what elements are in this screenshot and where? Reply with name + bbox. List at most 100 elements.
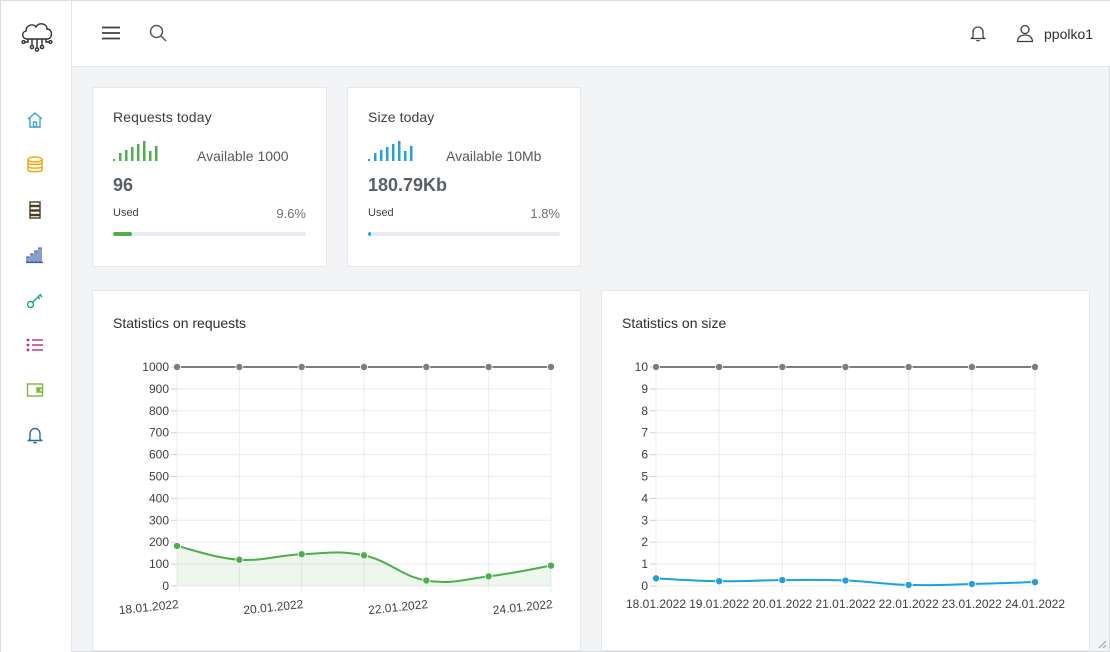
requests-chart-ytick-label: 600 [149, 448, 169, 462]
size-chart-series-0-point[interactable] [967, 363, 976, 372]
requests-chart-series-0-point[interactable] [235, 363, 244, 372]
size-chart-xtick-label: 22.01.2022 [879, 597, 939, 611]
requests-progress-bar [113, 232, 306, 236]
top-bar: ppolko1 [72, 1, 1110, 67]
requests-sparkline-icon [113, 141, 158, 161]
size-chart-xtick-label: 23.01.2022 [942, 597, 1002, 611]
size-chart-series-1-point[interactable] [904, 580, 913, 589]
requests-chart-series-1-point[interactable] [235, 555, 244, 564]
requests-chart-series-1-point[interactable] [173, 541, 182, 550]
requests-chart-series-1-point[interactable] [422, 576, 431, 585]
requests-chart-xtick-label: 22.01.2022 [367, 597, 429, 617]
size-chart-ytick-label: 9 [641, 382, 648, 396]
sidebar [1, 1, 72, 652]
requests-chart-series-0-point[interactable] [422, 363, 431, 372]
size-today-card: Size today Available 10Mb 180.79Kb Used … [347, 87, 581, 267]
size-card-title: Size today [368, 109, 435, 125]
nav-list-icon[interactable] [22, 332, 48, 358]
requests-chart-series-0-point[interactable] [297, 363, 306, 372]
size-chart-ytick-label: 5 [641, 470, 648, 484]
requests-chart-ytick-label: 900 [149, 382, 169, 396]
nav-bar-chart-icon[interactable] [22, 242, 48, 268]
size-chart-series-1-point[interactable] [715, 577, 724, 586]
requests-chart-ytick-label: 700 [149, 426, 169, 440]
requests-used-label: Used [113, 207, 139, 219]
requests-chart-xtick-label: 24.01.2022 [492, 597, 554, 617]
requests-chart-grid [171, 366, 552, 592]
size-chart-ytick-label: 4 [641, 491, 648, 505]
requests-chart-series-1-point[interactable] [484, 572, 493, 581]
search-icon[interactable] [146, 21, 170, 45]
size-chart-xtick-label: 18.01.2022 [626, 597, 686, 611]
requests-chart-ytick-label: 400 [149, 491, 169, 505]
size-chart-series-0-point[interactable] [1030, 363, 1039, 372]
requests-chart-series-0-point[interactable] [359, 363, 368, 372]
size-chart-xtick-label: 21.01.2022 [815, 597, 875, 611]
size-chart-xtick-label: 20.01.2022 [752, 597, 812, 611]
requests-chart-xtick-label: 20.01.2022 [243, 597, 305, 617]
size-chart-ytick-label: 3 [641, 513, 648, 527]
size-chart-title: Statistics on size [622, 315, 727, 331]
requests-chart-series-1-point[interactable] [297, 550, 306, 559]
requests-used-percent: 9.6% [276, 206, 306, 221]
requests-chart-card: Statistics on requests 0 100 200 300 400 500 6… [92, 290, 581, 651]
size-chart-ytick-label: 1 [641, 557, 648, 571]
size-chart-ytick-label: 8 [641, 404, 648, 418]
size-sparkline-icon [368, 141, 413, 161]
requests-chart-ytick-label: 1000 [142, 360, 169, 374]
size-chart-ytick-label: 0 [641, 579, 648, 593]
size-used-percent: 1.8% [530, 206, 560, 221]
requests-chart-ytick-label: 800 [149, 404, 169, 418]
size-chart-series-0-point[interactable] [904, 363, 913, 372]
size-chart-ytick-label: 2 [641, 535, 648, 549]
requests-chart-series-1-area [177, 545, 551, 586]
size-chart-series-0-point[interactable] [778, 363, 787, 372]
nav-key-icon[interactable] [22, 287, 48, 313]
requests-chart-series-0-point[interactable] [546, 363, 555, 372]
nav-bell-icon[interactable] [22, 422, 48, 448]
requests-progress-fill [113, 232, 132, 236]
user-avatar-icon[interactable] [1013, 21, 1037, 45]
requests-available-label: Available 1000 [197, 148, 289, 164]
nav-database-icon[interactable] [22, 152, 48, 178]
size-available-label: Available 10Mb [446, 148, 542, 164]
requests-chart-series-1-point[interactable] [359, 551, 368, 560]
size-used-label: Used [368, 207, 394, 219]
requests-chart-ytick-label: 0 [162, 579, 169, 593]
requests-chart-ytick-label: 100 [149, 557, 169, 571]
requests-chart-series-0-point[interactable] [173, 363, 182, 372]
nav-wallet-icon[interactable] [22, 377, 48, 403]
size-chart-series-1-point[interactable] [967, 580, 976, 589]
size-value: 180.79Kb [368, 175, 448, 195]
username-label[interactable]: ppolko1 [1044, 26, 1094, 42]
resize-grip-icon[interactable] [1097, 639, 1107, 649]
requests-chart-title: Statistics on requests [113, 315, 247, 331]
size-chart-series-1-point[interactable] [652, 574, 661, 583]
size-chart-xtick-label: 19.01.2022 [689, 597, 749, 611]
cloud-logo-icon[interactable] [18, 15, 56, 53]
requests-line-chart: 0 100 200 300 400 500 600 700 800 900 1000 18.01.20… [118, 360, 555, 617]
nav-home-icon[interactable] [22, 107, 48, 133]
size-line-chart: 0 1 2 3 4 5 6 7 8 9 10 18.01.2022 19.01.2022 20.01.20… [626, 360, 1065, 611]
nav-storage-icon[interactable] [22, 197, 48, 223]
requests-chart-series-1-point[interactable] [546, 561, 555, 570]
size-chart-ytick-label: 10 [635, 360, 649, 374]
requests-chart-xtick-label: 18.01.2022 [118, 597, 180, 617]
hamburger-menu-icon[interactable] [99, 21, 123, 45]
requests-chart-ytick-label: 500 [149, 470, 169, 484]
size-chart-series-0-point[interactable] [652, 363, 661, 372]
size-progress-fill [368, 232, 372, 236]
requests-card-title: Requests today [113, 109, 212, 125]
size-chart-series-1-point[interactable] [778, 576, 787, 585]
size-chart-series-1-point[interactable] [1030, 578, 1039, 587]
requests-chart-series-0-point[interactable] [484, 363, 493, 372]
size-progress-bar [368, 232, 560, 236]
size-chart-series-0-point[interactable] [715, 363, 724, 372]
size-chart-series-1-point[interactable] [841, 576, 850, 585]
notifications-bell-icon[interactable] [966, 21, 990, 45]
requests-chart-ytick-label: 300 [149, 513, 169, 527]
size-chart-series-0-point[interactable] [841, 363, 850, 372]
requests-today-card: Requests today Available 1000 96 Used 9.… [92, 87, 327, 267]
size-chart-ytick-label: 7 [641, 426, 648, 440]
requests-chart-ytick-label: 200 [149, 535, 169, 549]
